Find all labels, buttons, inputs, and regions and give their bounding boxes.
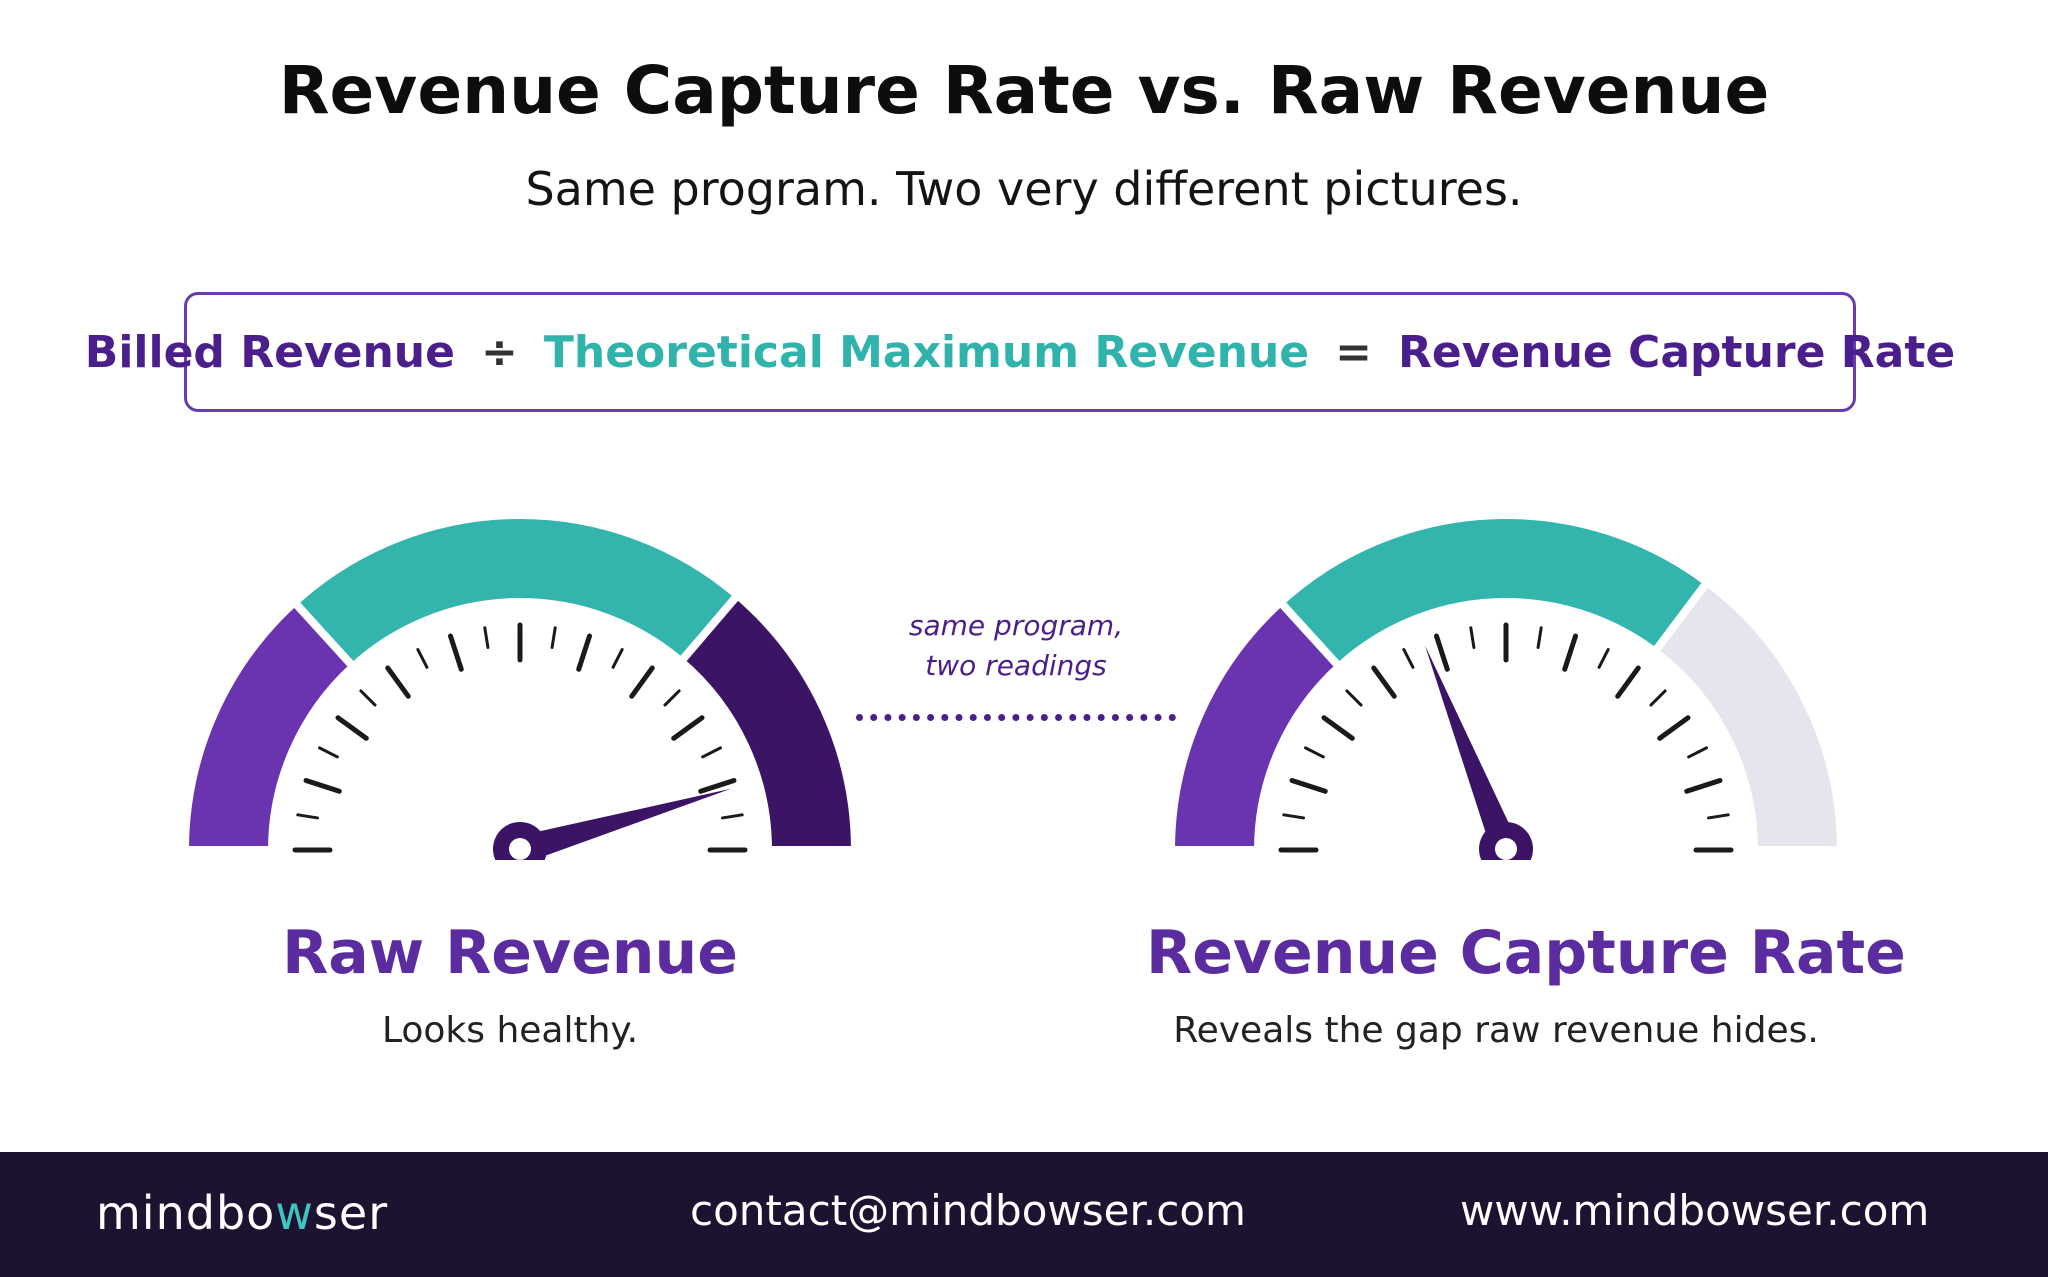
raw-revenue-gauge-tick-13 bbox=[611, 648, 624, 669]
raw-revenue-gauge-tick-17 bbox=[701, 746, 722, 759]
capture-rate-title: Revenue Capture Rate bbox=[1146, 918, 1906, 988]
page-title: Revenue Capture Rate vs. Raw Revenue bbox=[278, 52, 1770, 129]
footer: mindbowser contact@mindbowser.com www.mi… bbox=[0, 1152, 2048, 1277]
raw-revenue-gauge-tick-19 bbox=[720, 813, 744, 820]
raw-revenue-gauge-tick-16 bbox=[671, 715, 705, 741]
capture-rate-gauge-needle bbox=[1425, 645, 1520, 856]
logo-text-accent: w bbox=[275, 1186, 314, 1240]
raw-revenue-gauge-tick-2 bbox=[303, 777, 342, 794]
capture-rate-gauge-tick-2 bbox=[1289, 777, 1328, 794]
raw-revenue-gauge-tick-9 bbox=[483, 626, 490, 650]
raw-revenue-gauge-segment-2 bbox=[288, 511, 744, 673]
raw-revenue-gauge-tick-18 bbox=[698, 777, 737, 794]
raw-revenue-gauge-tick-3 bbox=[318, 746, 339, 759]
raw-revenue-gauge-needle-hub-center bbox=[509, 838, 531, 860]
raw-revenue-gauge-tick-11 bbox=[550, 626, 557, 650]
connector-label: same program, two readings bbox=[856, 606, 1176, 686]
page-subtitle: Same program. Two very different picture… bbox=[525, 162, 1523, 216]
raw-revenue-gauge-tick-4 bbox=[335, 715, 369, 741]
raw-revenue-gauge-tick-6 bbox=[385, 665, 411, 699]
formula-denominator: Theoretical Maximum Revenue bbox=[543, 326, 1310, 378]
capture-rate-gauge-tick-1 bbox=[1282, 813, 1306, 820]
logo-text-1: mindbo bbox=[96, 1186, 276, 1240]
capture-rate-gauge-tick-14 bbox=[1615, 665, 1641, 699]
dotted-connector-line bbox=[856, 714, 1176, 721]
raw-revenue-gauge bbox=[180, 511, 860, 860]
capture-rate-subtitle: Reveals the gap raw revenue hides. bbox=[1173, 1010, 1819, 1051]
capture-rate-gauge-tick-18 bbox=[1684, 777, 1723, 794]
mindbowser-logo: mindbowser bbox=[96, 1186, 388, 1240]
formula-equals-symbol: = bbox=[1335, 326, 1372, 378]
formula-result: Revenue Capture Rate bbox=[1398, 326, 1956, 378]
raw-revenue-gauge-tick-1 bbox=[296, 813, 320, 820]
raw-revenue-gauge-segment-3 bbox=[675, 589, 860, 854]
formula-divide-symbol: ÷ bbox=[480, 326, 518, 378]
raw-revenue-title: Raw Revenue bbox=[282, 918, 738, 988]
capture-rate-gauge-tick-17 bbox=[1687, 746, 1708, 759]
raw-revenue-gauge-tick-8 bbox=[447, 633, 464, 672]
capture-rate-gauge-segment-2 bbox=[1274, 511, 1713, 673]
logo-text-2: ser bbox=[313, 1186, 389, 1240]
capture-rate-gauge-segment-3 bbox=[1649, 576, 1846, 854]
revenue-capture-rate-gauge bbox=[1166, 511, 1846, 860]
capture-rate-gauge-tick-8 bbox=[1433, 633, 1450, 672]
capture-rate-gauge-tick-3 bbox=[1304, 746, 1325, 759]
capture-rate-gauge-tick-19 bbox=[1706, 813, 1730, 820]
capture-rate-gauge-tick-11 bbox=[1536, 626, 1543, 650]
capture-rate-gauge-tick-6 bbox=[1371, 665, 1397, 699]
capture-rate-gauge-needle-hub-center bbox=[1495, 838, 1517, 860]
connector-label-line-2: two readings bbox=[925, 649, 1107, 682]
capture-rate-gauge-tick-4 bbox=[1321, 715, 1355, 741]
capture-rate-gauge-tick-13 bbox=[1597, 648, 1610, 669]
raw-revenue-gauge-tick-15 bbox=[663, 689, 681, 707]
capture-rate-gauge-tick-5 bbox=[1345, 689, 1363, 707]
formula-numerator: Billed Revenue bbox=[84, 326, 455, 378]
capture-rate-gauge-tick-9 bbox=[1469, 626, 1476, 650]
connector-label-line-1: same program, bbox=[908, 609, 1124, 642]
raw-revenue-gauge-tick-5 bbox=[359, 689, 377, 707]
raw-revenue-gauge-tick-7 bbox=[416, 648, 429, 669]
capture-rate-gauge-tick-7 bbox=[1402, 648, 1415, 669]
raw-revenue-subtitle: Looks healthy. bbox=[381, 1010, 639, 1051]
capture-rate-gauge-tick-16 bbox=[1657, 715, 1691, 741]
raw-revenue-gauge-needle bbox=[516, 788, 732, 860]
capture-rate-gauge-tick-15 bbox=[1649, 689, 1667, 707]
contact-email-link[interactable]: contact@mindbowser.com bbox=[690, 1186, 1246, 1235]
website-link[interactable]: www.mindbowser.com bbox=[1460, 1186, 1930, 1235]
raw-revenue-gauge-tick-14 bbox=[629, 665, 655, 699]
capture-rate-gauge-tick-12 bbox=[1562, 633, 1579, 672]
raw-revenue-gauge-tick-12 bbox=[576, 633, 593, 672]
formula-box: Billed Revenue ÷ Theoretical Maximum Rev… bbox=[85, 292, 1955, 412]
